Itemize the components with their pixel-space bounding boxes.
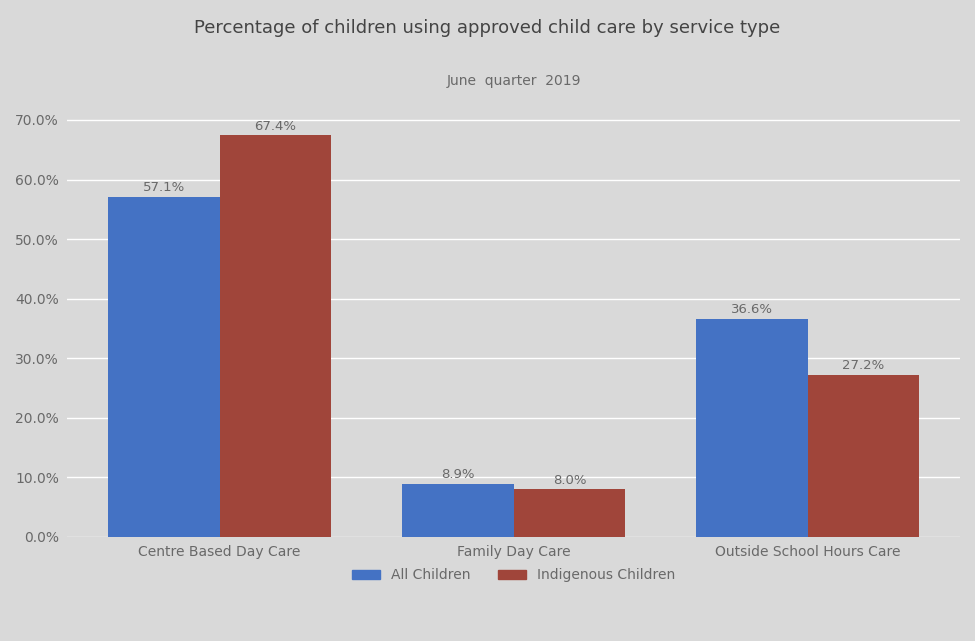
Text: 67.4%: 67.4% <box>254 120 296 133</box>
Text: 27.2%: 27.2% <box>842 360 884 372</box>
Bar <box>219 135 332 537</box>
Text: 8.0%: 8.0% <box>553 474 586 487</box>
Text: 57.1%: 57.1% <box>142 181 185 194</box>
Text: 8.9%: 8.9% <box>441 469 475 481</box>
Legend: All Children, Indigenous Children: All Children, Indigenous Children <box>346 563 681 588</box>
Title: June  quarter  2019: June quarter 2019 <box>447 74 581 88</box>
Bar <box>108 197 219 537</box>
Bar <box>402 484 514 537</box>
Bar <box>514 489 625 537</box>
Text: 36.6%: 36.6% <box>731 303 773 317</box>
Bar <box>807 375 919 537</box>
Text: Percentage of children using approved child care by service type: Percentage of children using approved ch… <box>194 19 781 37</box>
Bar <box>696 319 807 537</box>
